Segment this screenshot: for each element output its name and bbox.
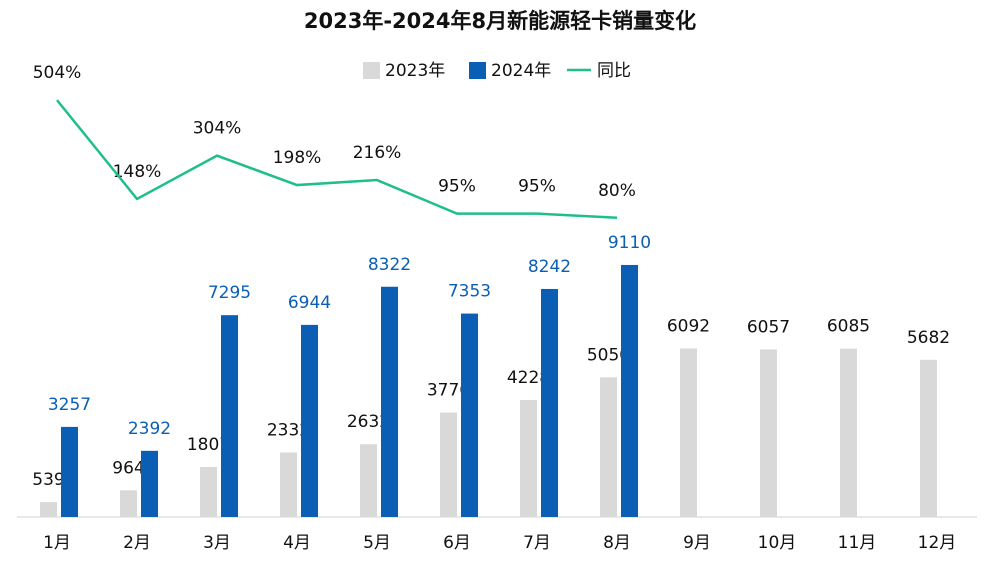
bar [360,444,377,517]
bar [381,286,398,517]
x-tick-label: 7月 [523,533,551,553]
x-tick-label: 8月 [603,533,631,553]
data-label: 7353 [448,282,491,302]
x-tick-label: 2月 [123,533,151,553]
bar [520,400,537,517]
x-tick-label: 11月 [838,533,877,553]
x-tick-label: 5月 [363,533,391,553]
data-label: 80% [598,181,636,201]
legend-label: 同比 [597,61,631,81]
data-label: 304% [193,119,242,139]
data-label: 3257 [48,395,91,415]
bar [541,288,558,517]
data-label: 5050 [587,345,630,365]
bar [120,490,137,517]
bar [760,349,777,517]
data-label: 5682 [907,328,950,348]
legend-label: 2024年 [491,61,551,81]
data-label: 6085 [827,317,870,337]
data-label: 2632 [347,412,390,432]
data-label: 198% [273,148,322,168]
legend-label: 2023年 [385,61,445,81]
bar [600,377,617,517]
bar [920,359,937,517]
bar [221,315,238,517]
line [56,99,618,220]
bar [61,426,78,517]
data-label: 9110 [608,233,651,253]
bar [461,313,478,517]
data-label: 148% [113,162,162,182]
data-label: 8322 [368,255,411,275]
data-label: 216% [353,143,402,163]
legend-swatch [469,62,486,79]
x-tick-label: 6月 [443,533,471,553]
data-label: 4228 [507,368,550,388]
data-label: 504% [33,63,82,83]
x-tick-label: 3月 [203,533,231,553]
data-label: 95% [438,177,476,197]
data-label: 3776 [427,381,470,401]
x-tick-label: 12月 [918,533,957,553]
data-label: 6944 [288,293,331,313]
x-tick-label: 10月 [758,533,797,553]
data-label: 2332 [267,420,310,440]
bar [680,348,697,517]
x-tick-label: 9月 [683,533,711,553]
bar [621,264,638,517]
bar [141,450,158,517]
data-label: 7295 [208,283,251,303]
data-label: 8242 [528,257,571,277]
bar [840,348,857,517]
bar [280,452,297,517]
data-label: 964 [112,458,144,478]
data-label: 2392 [128,419,171,439]
data-label: 6092 [667,316,710,336]
data-label: 1807 [187,435,230,455]
legend-swatch [363,62,380,79]
data-label: 539 [32,470,64,490]
bar [301,324,318,517]
bar [40,502,57,517]
data-label: 6057 [747,317,790,337]
data-label: 95% [518,177,556,197]
chart-title: 2023年-2024年8月新能源轻卡销量变化 [304,9,696,33]
bar [200,467,217,517]
x-tick-label: 4月 [283,533,311,553]
bar [440,412,457,517]
x-tick-label: 1月 [43,533,71,553]
